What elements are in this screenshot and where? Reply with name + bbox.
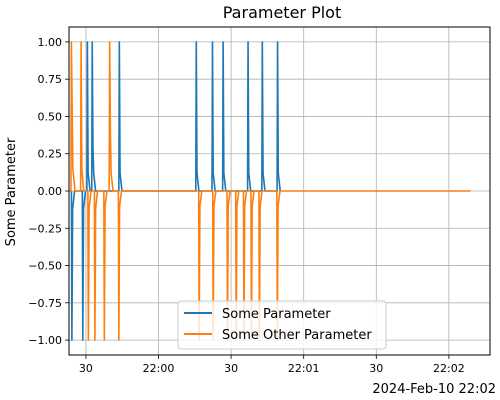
- y-tick-label: −1.00: [28, 334, 62, 347]
- y-axis: −1.00 −0.75 −0.50 −0.25 0.00 0.25 0.50 0.75 1.00: [28, 36, 69, 347]
- series-line-2: [69, 41, 471, 341]
- plot-area: [69, 41, 471, 341]
- y-tick-label: −0.25: [28, 222, 62, 235]
- legend: Some Parameter Some Other Parameter: [177, 300, 387, 350]
- y-axis-label: Some Parameter: [4, 137, 19, 246]
- chart-title: Parameter Plot: [223, 3, 341, 22]
- y-tick-label: −0.50: [28, 260, 62, 273]
- legend-label: Some Other Parameter: [222, 328, 372, 343]
- x-tick-label: 30: [79, 362, 93, 375]
- y-tick-label: 0.00: [38, 185, 63, 198]
- y-tick-label: −0.75: [28, 297, 62, 310]
- x-tick-label: 30: [224, 362, 238, 375]
- x-tick-label: 22:02: [433, 362, 465, 375]
- x-axis: 30 22:00 30 22:01 30 22:02: [79, 355, 465, 375]
- x-tick-label: 22:01: [288, 362, 320, 375]
- y-tick-label: 0.50: [38, 110, 63, 123]
- legend-label: Some Parameter: [222, 307, 331, 322]
- x-tick-label: 30: [369, 362, 383, 375]
- x-tick-label: 22:00: [143, 362, 175, 375]
- legend-box: [177, 300, 387, 350]
- x-offset-label: 2024-Feb-10 22:02: [372, 382, 496, 397]
- y-tick-label: 0.75: [38, 73, 63, 86]
- y-tick-label: 1.00: [38, 36, 63, 49]
- y-tick-label: 0.25: [38, 148, 63, 161]
